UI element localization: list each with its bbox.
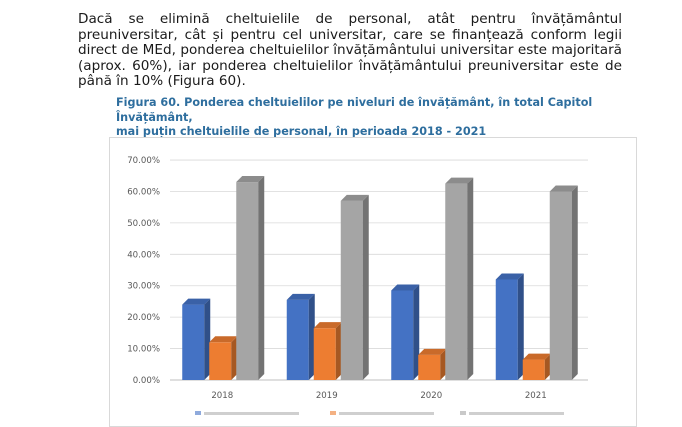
x-tick-label: 2019	[316, 391, 338, 401]
x-axis-ticks: 2018 2019 2020 2021	[211, 391, 546, 401]
figure-title-line-1: Figura 60. Ponderea cheltuielilor pe niv…	[116, 96, 593, 124]
bar-2021-series-2	[522, 353, 551, 380]
bar-chart: 0.00% 10.00% 20.00% 30.00% 40.00% 50.00% 60.00…	[127, 156, 588, 415]
bar-2020-series-3	[445, 177, 474, 380]
legend-text-faded	[204, 412, 299, 415]
y-axis-ticks: 0.00% 10.00% 20.00% 30.00% 40.00% 50.00% 60.00…	[127, 156, 160, 386]
bar-2020-series-1	[391, 284, 420, 380]
chart-frame	[109, 137, 637, 427]
legend-swatch	[460, 411, 466, 415]
bar-2018-series-3	[236, 176, 265, 380]
figure-title: Figura 60. Ponderea cheltuielilor pe niv…	[116, 96, 636, 140]
bar-2021-series-3	[549, 185, 578, 380]
x-tick-label: 2020	[420, 391, 442, 401]
bar-2018-series-2	[209, 336, 238, 380]
bars	[182, 176, 578, 380]
figure-title-line-2: mai puțin cheltuielile de personal, în p…	[116, 125, 487, 138]
body-paragraph: Dacă se elimină cheltuielile de personal…	[78, 11, 622, 90]
x-tick-label: 2021	[525, 391, 547, 401]
legend-swatch	[330, 411, 336, 415]
legend-faded	[195, 411, 564, 415]
y-tick-label: 60.00%	[127, 187, 160, 197]
bar-2021-series-1	[495, 273, 524, 380]
y-tick-label: 0.00%	[133, 376, 160, 386]
bar-2019-series-3	[340, 194, 369, 380]
y-tick-label: 30.00%	[127, 282, 160, 292]
legend-text-faded	[469, 412, 564, 415]
y-tick-label: 20.00%	[127, 313, 160, 323]
bar-2020-series-2	[418, 348, 447, 380]
bar-2018-series-1	[182, 298, 211, 380]
y-tick-label: 50.00%	[127, 219, 160, 229]
y-tick-label: 40.00%	[127, 250, 160, 260]
legend-swatch	[195, 411, 201, 415]
y-tick-label: 70.00%	[127, 156, 160, 166]
legend-text-faded	[339, 412, 434, 415]
x-tick-label: 2018	[211, 391, 233, 401]
y-tick-label: 10.00%	[127, 345, 160, 355]
bar-2019-series-2	[313, 322, 342, 380]
bar-2019-series-1	[286, 293, 315, 380]
